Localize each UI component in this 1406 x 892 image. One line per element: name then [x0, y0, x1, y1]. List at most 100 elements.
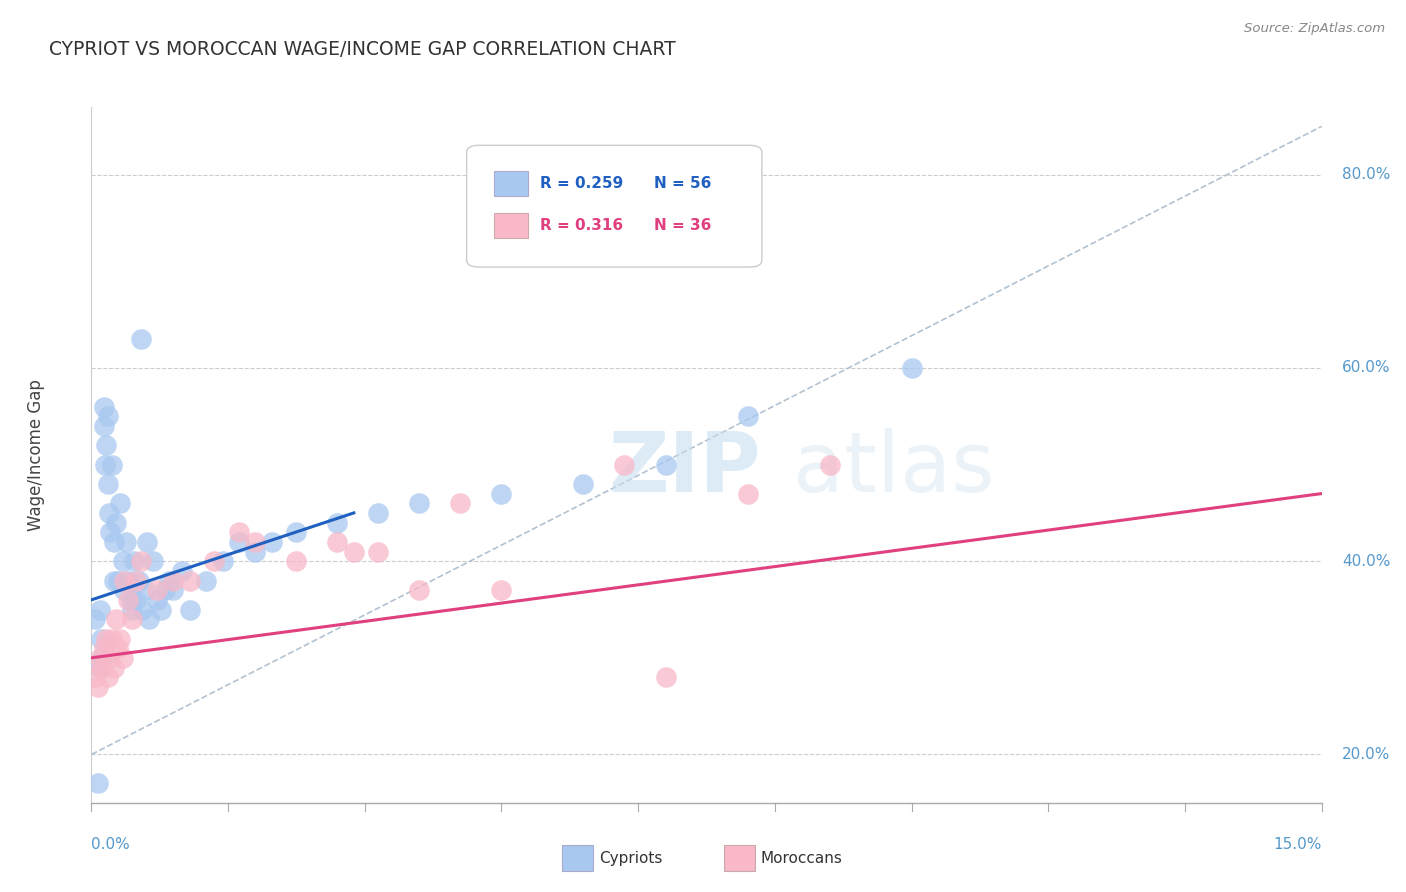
Point — [96, 632, 117, 646]
Point — [103, 574, 125, 588]
Point — [153, 583, 177, 598]
Point — [93, 400, 115, 414]
Point — [105, 612, 127, 626]
Point — [737, 486, 759, 500]
Point — [89, 651, 111, 665]
Point — [228, 535, 250, 549]
Point — [91, 651, 114, 665]
Point — [97, 670, 120, 684]
Point — [162, 583, 184, 598]
Point — [97, 477, 120, 491]
Point — [202, 554, 225, 568]
Point — [105, 516, 127, 530]
Point — [129, 554, 152, 568]
Point — [122, 554, 145, 568]
Point — [449, 496, 471, 510]
Point — [117, 574, 139, 588]
Point — [260, 535, 283, 549]
Point — [343, 544, 366, 558]
Text: Cypriots: Cypriots — [599, 851, 662, 865]
Point — [98, 506, 121, 520]
Text: 15.0%: 15.0% — [1274, 837, 1322, 852]
Point — [900, 361, 922, 376]
Point — [121, 612, 143, 626]
Text: N = 56: N = 56 — [654, 176, 711, 191]
Point — [170, 564, 193, 578]
Text: 60.0%: 60.0% — [1343, 360, 1391, 376]
Point — [367, 544, 389, 558]
Point — [613, 458, 636, 472]
Point — [97, 409, 120, 424]
Point — [103, 535, 125, 549]
Point — [491, 486, 513, 500]
Point — [98, 651, 121, 665]
Point — [326, 516, 349, 530]
Point — [136, 535, 159, 549]
Point — [120, 593, 142, 607]
Point — [408, 583, 430, 598]
Point — [245, 535, 267, 549]
Point — [117, 593, 139, 607]
Point — [654, 458, 676, 472]
Point — [108, 496, 131, 510]
Text: Wage/Income Gap: Wage/Income Gap — [27, 379, 45, 531]
Point — [121, 602, 143, 616]
Point — [129, 332, 152, 346]
Point — [111, 651, 134, 665]
Point — [89, 660, 111, 674]
Point — [146, 593, 169, 607]
Point — [408, 496, 430, 510]
Point — [125, 574, 148, 588]
Point — [157, 574, 180, 588]
Text: 20.0%: 20.0% — [1343, 747, 1391, 762]
Text: Moroccans: Moroccans — [761, 851, 842, 865]
Point — [195, 574, 218, 588]
Text: N = 36: N = 36 — [654, 218, 711, 233]
FancyBboxPatch shape — [494, 213, 529, 238]
Point — [285, 525, 308, 540]
Point — [134, 583, 156, 598]
Point — [90, 660, 112, 674]
Point — [245, 544, 267, 558]
Point — [150, 602, 173, 616]
Point — [107, 574, 129, 588]
Point — [111, 554, 134, 568]
Text: 80.0%: 80.0% — [1343, 167, 1391, 182]
Text: 40.0%: 40.0% — [1343, 554, 1391, 569]
Point — [142, 554, 165, 568]
Point — [84, 670, 107, 684]
Point — [94, 458, 117, 472]
Point — [93, 419, 115, 434]
Point — [87, 680, 110, 694]
Point — [87, 776, 110, 790]
Text: atlas: atlas — [793, 428, 994, 509]
Point — [108, 632, 131, 646]
Point — [818, 458, 841, 472]
Point — [326, 535, 349, 549]
Text: R = 0.259: R = 0.259 — [540, 176, 624, 191]
Text: ZIP: ZIP — [607, 428, 761, 509]
Point — [114, 535, 138, 549]
Point — [84, 612, 107, 626]
Point — [101, 632, 124, 646]
Text: Source: ZipAtlas.com: Source: ZipAtlas.com — [1244, 22, 1385, 36]
Point — [491, 583, 513, 598]
Text: CYPRIOT VS MOROCCAN WAGE/INCOME GAP CORRELATION CHART: CYPRIOT VS MOROCCAN WAGE/INCOME GAP CORR… — [49, 40, 676, 59]
Point — [89, 602, 111, 616]
Point — [146, 583, 169, 598]
Point — [101, 458, 124, 472]
Point — [162, 574, 184, 588]
Point — [112, 574, 135, 588]
Point — [138, 612, 160, 626]
Text: 0.0%: 0.0% — [91, 837, 131, 852]
Point — [572, 477, 595, 491]
Point — [179, 574, 201, 588]
Point — [179, 602, 201, 616]
Point — [125, 593, 148, 607]
Point — [228, 525, 250, 540]
Point — [128, 574, 150, 588]
Point — [96, 438, 117, 452]
Point — [103, 660, 125, 674]
FancyBboxPatch shape — [494, 171, 529, 196]
Point — [654, 670, 676, 684]
